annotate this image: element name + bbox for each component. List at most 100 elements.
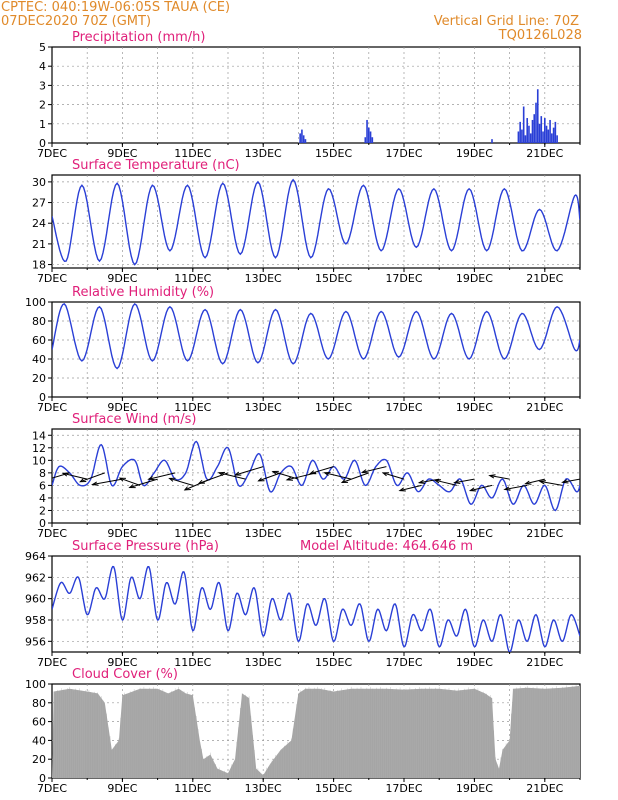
precip-ytick-label: 2 [39, 99, 46, 112]
wind-arrowhead [561, 479, 569, 484]
wind-frame [51, 428, 581, 524]
temp-xtick-label: 13DEC [245, 272, 282, 285]
cloud-ytick-label: 20 [32, 753, 46, 766]
wind-ytick-label: 6 [39, 479, 46, 492]
rh-ytick-label: 100 [25, 296, 46, 309]
temp-xtick-label: 15DEC [315, 272, 352, 285]
wind-title: Surface Wind (m/s) [72, 412, 196, 427]
temp-ytick-label: 18 [32, 259, 46, 272]
precip-bar [547, 129, 550, 143]
wind-arrowhead [309, 470, 317, 475]
precip-xtick-label: 13DEC [245, 147, 282, 160]
precip-bar [551, 133, 553, 143]
wind-arrowhead [538, 480, 546, 485]
wind-arrowhead [340, 479, 349, 484]
wind-ytick-label: 8 [39, 467, 46, 480]
press-ytick-label: 962 [25, 571, 46, 584]
wind-arrowhead [433, 479, 442, 484]
wind-arrow [235, 466, 264, 476]
wind-arrowhead [524, 480, 532, 485]
precip-bar [529, 133, 532, 143]
wind-xtick-label: 9DEC [107, 527, 137, 540]
wind-xtick-label: 11DEC [174, 527, 211, 540]
precip-bar [517, 131, 520, 143]
wind-arrow [148, 472, 176, 480]
temp-series-line [52, 178, 580, 266]
wind-arrowhead [398, 487, 406, 492]
rh-xtick-label: 17DEC [385, 401, 422, 414]
precip-bar [524, 135, 527, 143]
grid-note: Vertical Grid Line: 70Z [433, 14, 579, 29]
precip-bar [536, 89, 539, 143]
press-panel: 956 958 960 962 964 7DEC 9DEC 11DEC 13DEC 15DEC 17… [25, 539, 581, 669]
temp-xtick-label: 11DEC [174, 272, 211, 285]
cloud-ytick-label: 0 [39, 772, 46, 785]
rh-panel: 0 20 40 60 80 100 7DEC 9DEC 11DEC 13DEC 15DEC 17DEC… [25, 285, 581, 414]
wind-arrow [62, 472, 88, 480]
model-altitude-label: Model Altitude: 464.646 m [300, 539, 473, 554]
rh-ytick-label: 40 [32, 353, 46, 366]
wind-arrow [562, 478, 580, 483]
run-date-line: 07DEC2020 70Z (GMT) [1, 14, 152, 29]
wind-xtick-label: 13DEC [245, 527, 282, 540]
precip-bar [542, 131, 544, 143]
temp-title: Surface Temperature (nC) [72, 158, 240, 173]
wind-arrow [399, 484, 422, 492]
wind-arrowhead [197, 479, 206, 484]
cloud-ytick-label: 100 [25, 678, 46, 691]
wind-arrow [470, 484, 493, 492]
cloud-xtick-label: 19DEC [456, 782, 493, 795]
temp-ytick-label: 30 [32, 176, 46, 189]
precip-xtick-label: 15DEC [315, 147, 352, 160]
precip-title: Precipitation (mm/h) [72, 30, 205, 45]
wind-arrowhead [233, 471, 242, 476]
rh-xtick-label: 21DEC [526, 401, 563, 414]
wind-ytick-label: 12 [32, 442, 46, 455]
rh-series-line [52, 302, 580, 370]
press-xtick-label: 15DEC [315, 656, 352, 669]
press-frame [51, 555, 581, 653]
press-ytick-label: 964 [25, 550, 46, 563]
rh-ytick-label: 80 [32, 315, 46, 328]
press-xtick-label: 11DEC [174, 656, 211, 669]
wind-arrowhead [468, 487, 477, 492]
rh-xtick-label: 15DEC [315, 401, 352, 414]
temp-panel: 18 21 24 27 30 7DEC 9DEC 11DEC 13DEC 15DEC 17DEC 19… [32, 158, 581, 285]
wind-arrowhead [503, 486, 511, 491]
rh-ytick-label: 60 [32, 334, 46, 347]
wind-arrow [92, 478, 123, 486]
rh-title: Relative Humidity (%) [72, 285, 214, 300]
precip-xtick-label: 7DEC [37, 147, 67, 160]
press-xtick-label: 21DEC [526, 656, 563, 669]
wind-xtick-label: 15DEC [315, 527, 352, 540]
rh-xtick-label: 7DEC [37, 401, 67, 414]
press-ytick-label: 960 [25, 593, 46, 606]
wind-arrowhead [452, 479, 461, 484]
wind-arrowhead [183, 486, 191, 491]
wind-ytick-label: 14 [32, 429, 46, 442]
cloud-xtick-label: 17DEC [385, 782, 422, 795]
press-title: Surface Pressure (hPa) [72, 539, 219, 554]
precip-bar [556, 135, 558, 143]
cloud-title: Cloud Cover (%) [72, 667, 178, 682]
precip-bar [545, 125, 548, 143]
precip-ytick-label: 4 [39, 60, 46, 73]
precip-plot-area [299, 89, 558, 143]
precip-bar [543, 118, 546, 143]
precip-bar [369, 131, 372, 143]
wind-arrowhead [271, 470, 279, 475]
model-code: TQ0126L028 [498, 28, 582, 43]
wind-arrowhead [147, 476, 155, 481]
precip-bar [299, 133, 301, 143]
precip-bar [371, 137, 374, 143]
wind-ytick-label: 4 [39, 492, 46, 505]
station-line: CPTEC: 040:19W-06:05S TAUA (CE) [1, 0, 231, 15]
wind-arrow [169, 477, 193, 486]
wind-xtick-label: 21DEC [526, 527, 563, 540]
cloud-xtick-label: 15DEC [315, 782, 352, 795]
wind-arrow [489, 475, 510, 480]
wind-arrowhead [285, 476, 294, 481]
temp-ytick-label: 27 [32, 197, 46, 210]
wind-arrowhead [91, 481, 99, 486]
